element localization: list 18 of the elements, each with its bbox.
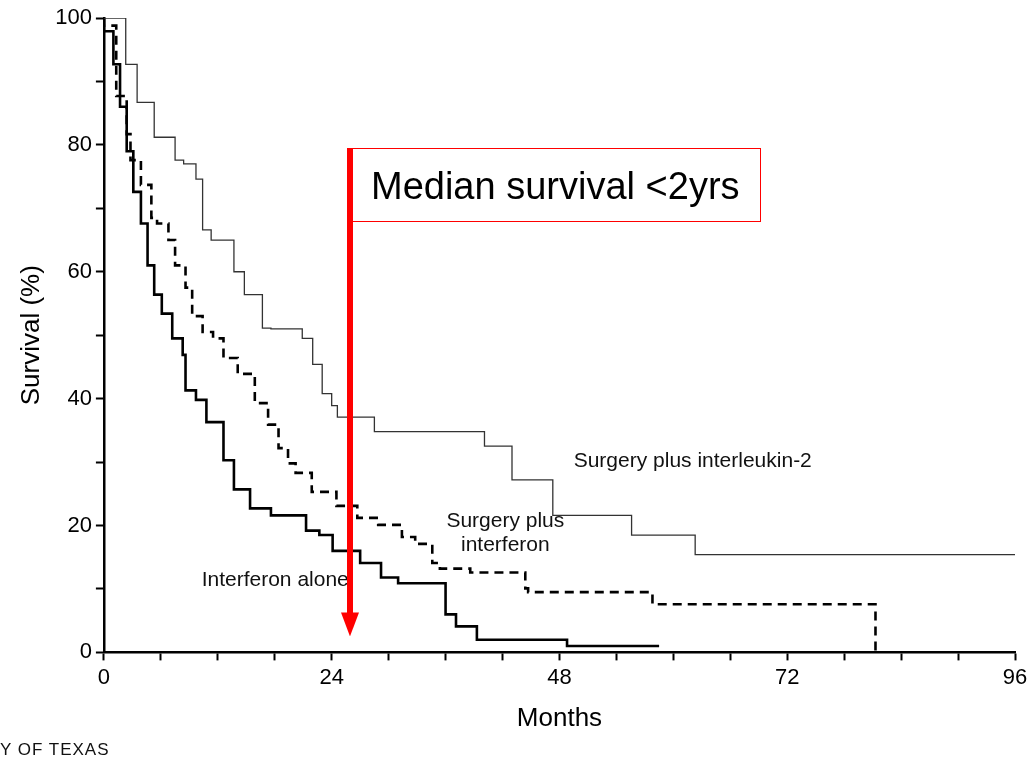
x-tick-label: 96	[1002, 663, 1028, 689]
x-tick-label: 72	[774, 663, 800, 689]
y-tick-label: 100	[55, 4, 92, 30]
x-tick-label: 0	[97, 663, 111, 689]
y-tick-label: 20	[67, 511, 92, 537]
y-tick-label: 60	[67, 257, 92, 283]
y-axis-title: Survival (%)	[14, 265, 45, 406]
series-label: Interferon alone	[201, 567, 350, 592]
annotation: Median survival <2yrs	[353, 148, 761, 222]
x-tick-label: 24	[319, 663, 344, 689]
y-tick-label: 0	[79, 638, 92, 664]
y-tick-label: 40	[67, 384, 92, 410]
x-axis-title: Months	[516, 701, 603, 732]
text: Y OF TEXAS	[0, 740, 110, 760]
y-tick-label: 80	[67, 130, 92, 156]
series-label: Surgery plus interleukin-2	[573, 448, 813, 473]
series-label: Surgery plus interferon	[445, 508, 566, 557]
x-tick-label: 48	[547, 663, 572, 689]
